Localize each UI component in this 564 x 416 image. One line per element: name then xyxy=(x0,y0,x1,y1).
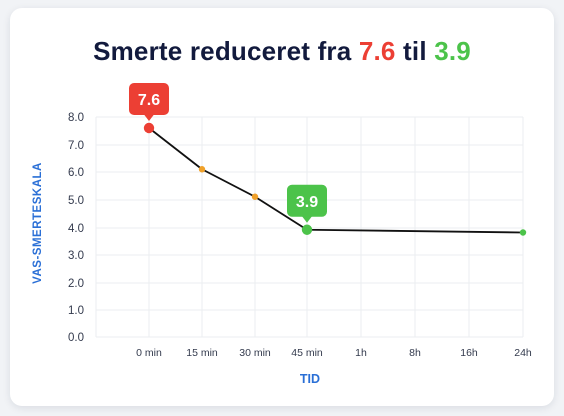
y-tick-labels: 8.0 7.0 6.0 5.0 4.0 3.0 2.0 1.0 0.0 xyxy=(68,112,84,344)
annotation-callout: 7.6 xyxy=(129,83,169,121)
y-tick-label: 4.0 xyxy=(68,223,84,235)
title-to-value: 3.9 xyxy=(434,36,471,66)
callout-label: 7.6 xyxy=(138,92,160,109)
x-tick-label: 1h xyxy=(355,347,367,359)
y-tick-label: 1.0 xyxy=(68,305,84,317)
data-point[interactable] xyxy=(301,224,313,235)
annotations: 7.6 3.9 xyxy=(129,83,327,223)
y-tick-label: 7.0 xyxy=(68,140,84,152)
title-from-value: 7.6 xyxy=(358,36,396,66)
y-tick-label: 8.0 xyxy=(68,112,84,124)
x-axis-label: TID xyxy=(300,372,320,386)
chart-card xyxy=(10,8,554,406)
data-point[interactable] xyxy=(143,122,155,134)
callout-box xyxy=(129,83,169,115)
x-tick-label: 30 min xyxy=(239,347,271,359)
callout-box xyxy=(287,184,327,217)
x-tick-label: 0 min xyxy=(136,347,162,359)
data-point[interactable] xyxy=(251,193,259,200)
x-tick-labels: 0 min 15 min 30 min 45 min 1h 8h 16h 24h xyxy=(136,347,532,359)
y-tick-label: 0.0 xyxy=(68,332,84,344)
y-tick-label: 3.0 xyxy=(68,250,84,262)
data-series xyxy=(143,122,527,236)
y-tick-label: 2.0 xyxy=(68,278,84,290)
y-axis-label: VAS-SMERTESKALA xyxy=(32,162,44,284)
callout-label: 3.9 xyxy=(296,194,318,211)
callout-pointer xyxy=(144,114,154,121)
title-prefix: Smerte reduceret fra xyxy=(93,36,352,66)
x-tick-label: 16h xyxy=(460,347,478,359)
data-point[interactable] xyxy=(519,229,527,236)
x-tick-label: 8h xyxy=(409,347,421,359)
y-tick-label: 5.0 xyxy=(68,195,84,207)
series-line xyxy=(148,127,524,234)
x-tick-label: 45 min xyxy=(291,347,323,359)
x-tick-label: 24h xyxy=(514,347,532,359)
data-point[interactable] xyxy=(198,166,206,173)
chart-grid xyxy=(95,116,524,338)
x-tick-label: 15 min xyxy=(186,347,218,359)
title-middle: til xyxy=(403,36,427,66)
annotation-callout: 3.9 xyxy=(287,184,327,223)
y-tick-label: 6.0 xyxy=(68,167,84,179)
chart-title: Smerte reduceret fra 7.6 til 3.9 xyxy=(0,36,564,67)
callout-pointer xyxy=(302,216,312,223)
